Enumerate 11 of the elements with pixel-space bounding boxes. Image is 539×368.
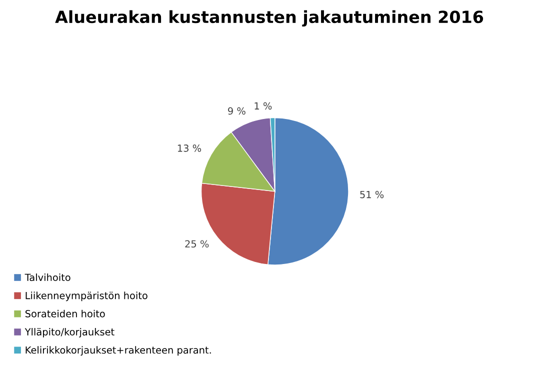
data-label: 51 % [360, 190, 384, 198]
data-label: 1 % [254, 102, 272, 110]
legend-label: Ylläpito/korjaukset [24, 328, 114, 338]
chart-title: Alueurakan kustannusten jakautuminen 2016 [55, 10, 484, 27]
legend-label: Sorateiden hoito [25, 310, 105, 318]
legend-label: Talvihoito [24, 274, 70, 282]
data-label: 9 % [228, 107, 246, 115]
data-label: 13 % [178, 144, 202, 152]
legend-label: Liikenneympäristön hoito [26, 292, 148, 302]
legend-label: Kelirikkokorjaukset+rakenteen parant. [26, 346, 211, 356]
data-label: 25 % [185, 240, 209, 248]
